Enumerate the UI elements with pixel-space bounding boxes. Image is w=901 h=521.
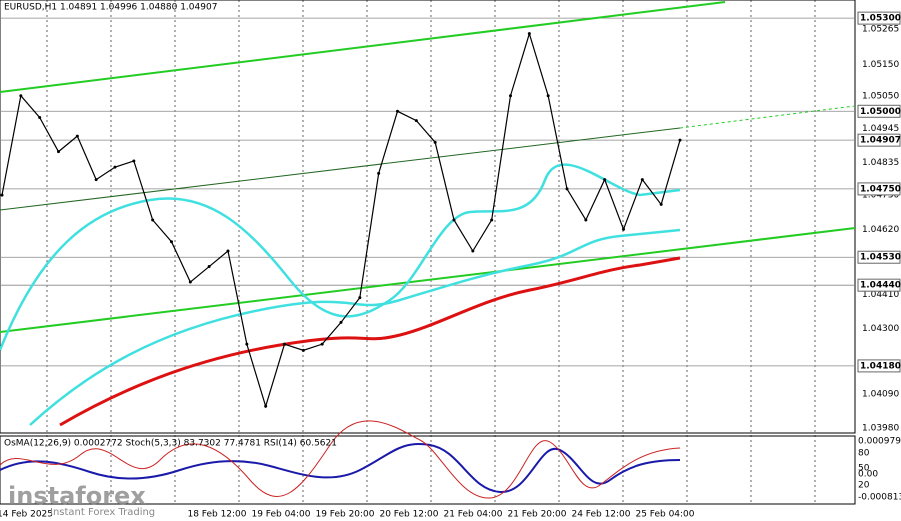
close-point	[414, 119, 418, 123]
close-point	[113, 165, 117, 169]
indicator-label: 0.00	[858, 470, 878, 480]
price-label: 1.05050	[862, 91, 899, 101]
close-point	[320, 342, 324, 346]
close-point	[603, 178, 607, 182]
watermark-tagline: Instant Forex Trading	[50, 507, 155, 518]
close-point	[396, 109, 399, 113]
close-point	[170, 240, 173, 244]
indicator-label: 20	[858, 481, 870, 491]
level-box	[857, 11, 901, 25]
level-label: 1.04907	[860, 136, 901, 146]
close-point	[38, 115, 42, 119]
level-label: 1.04180	[860, 361, 901, 371]
price-axis: 1.05265 1.05150 1.05050 1.04945 1.04835 1.047…	[0, 11, 901, 520]
level-label: 1.05300	[860, 14, 901, 24]
level-label: 1.04530	[860, 253, 901, 263]
main-pane	[0, 0, 856, 434]
trend-line	[0, 227, 856, 333]
close-point	[245, 342, 249, 346]
close-point	[584, 218, 588, 222]
level-box	[857, 104, 901, 118]
trend-line	[0, 127, 681, 211]
time-label: 20 Feb 12:00	[379, 510, 438, 520]
indicator-label: 50	[858, 464, 870, 474]
symbol-header: EURUSD,H1 1.04891 1.04996 1.04880 1.0490…	[4, 3, 217, 13]
indicator	[0, 420, 681, 499]
trend-line	[679, 105, 856, 129]
close-point	[151, 218, 155, 222]
time-label: 25 Feb 04:00	[635, 510, 694, 520]
close-point	[358, 296, 362, 300]
close-point	[433, 140, 437, 144]
close-point	[659, 202, 663, 206]
close-point	[622, 227, 625, 231]
indicator-pane	[0, 435, 856, 505]
level-box	[857, 182, 901, 196]
indicator-label: -0.000813	[858, 493, 901, 503]
price-label: 1.04300	[862, 324, 899, 334]
watermark-brand: instaforex	[8, 482, 146, 510]
ma-mid	[29, 228, 681, 426]
time-label: 18 Feb 12:00	[187, 510, 246, 520]
close-point	[283, 342, 286, 346]
level-box	[857, 250, 901, 264]
level-box	[857, 359, 901, 373]
ma-fast	[0, 163, 681, 351]
price-series	[0, 31, 682, 409]
close-point	[471, 249, 475, 253]
indicator-label: 80	[858, 449, 870, 459]
close-point	[546, 94, 550, 98]
price-label: 1.04730	[862, 191, 899, 201]
close-point	[188, 280, 192, 284]
price-label: 1.04410	[862, 290, 899, 300]
close-point	[207, 265, 211, 269]
close-point	[301, 348, 305, 352]
ma-slow	[59, 256, 681, 427]
close-point	[94, 178, 98, 182]
close-point	[226, 249, 230, 253]
close-point	[678, 138, 682, 142]
level-label: 1.04750	[860, 184, 901, 194]
time-label: 14 Feb 2025	[0, 510, 53, 520]
indicator-title: OsMA(12,26,9) 0.0002772 Stoch(5,3,3) 83.…	[4, 439, 337, 449]
close-point	[75, 134, 79, 138]
close-point	[339, 320, 343, 324]
close-point	[527, 32, 531, 36]
close-point	[0, 193, 4, 197]
price-label: 1.03980	[862, 424, 899, 434]
price-label: 1.04620	[862, 225, 899, 235]
trend-line	[0, 1, 726, 93]
time-label: 24 Feb 12:00	[571, 510, 630, 520]
indicator-label: 0.0009797	[858, 437, 901, 447]
close-point	[377, 171, 381, 175]
close-point	[565, 187, 569, 191]
price-label: 1.05150	[862, 60, 899, 70]
close-point	[452, 218, 456, 222]
time-label: 21 Feb 20:00	[507, 510, 566, 520]
price-label: 1.04090	[862, 389, 899, 399]
close-point	[509, 94, 512, 98]
level-box	[857, 133, 901, 147]
grid	[0, 0, 855, 504]
close-point	[132, 159, 136, 163]
close-point	[490, 218, 494, 222]
time-label: 21 Feb 04:00	[443, 510, 502, 520]
time-label: 19 Feb 20:00	[315, 510, 374, 520]
level-label: 1.04440	[860, 281, 901, 291]
close-point	[57, 150, 60, 154]
price-label: 1.05265	[862, 25, 899, 35]
level-label: 1.05000	[860, 107, 901, 117]
time-label: 19 Feb 04:00	[251, 510, 310, 520]
close-point	[264, 404, 268, 408]
close-point	[640, 178, 644, 182]
price-label: 1.04835	[862, 158, 899, 168]
close-point	[19, 94, 23, 98]
price-label: 1.04945	[862, 124, 899, 134]
level-box	[857, 278, 901, 292]
